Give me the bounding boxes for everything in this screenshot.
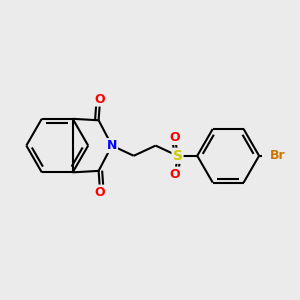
Text: O: O <box>95 186 105 199</box>
Text: O: O <box>95 93 105 106</box>
Text: N: N <box>107 139 117 152</box>
Text: Br: Br <box>269 149 285 162</box>
Text: O: O <box>170 167 181 181</box>
Text: S: S <box>172 149 182 163</box>
Text: O: O <box>170 131 181 144</box>
